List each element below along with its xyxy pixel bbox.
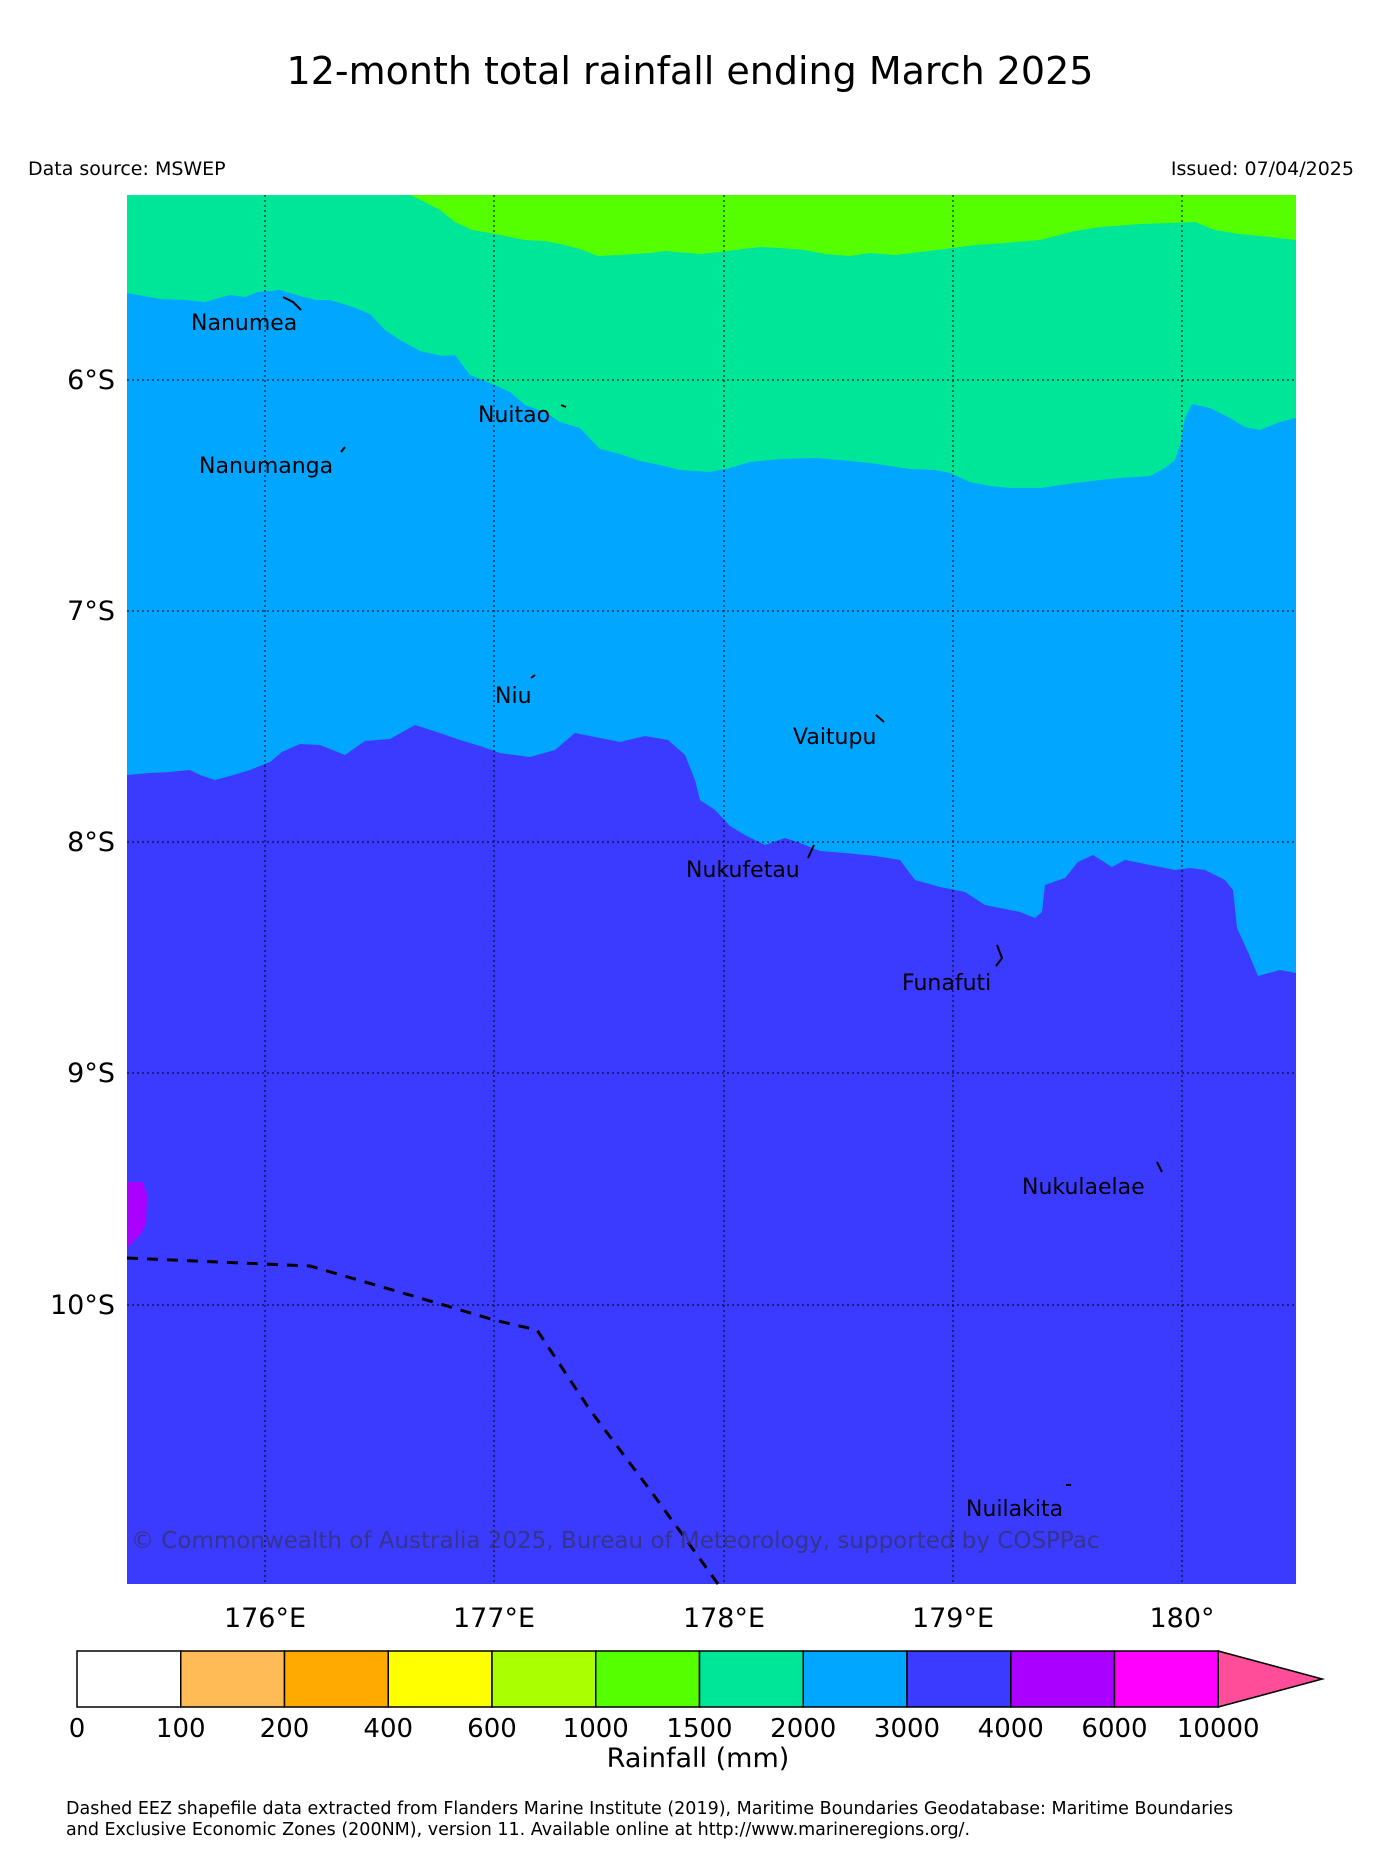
rainfall-zone-1000-1500 xyxy=(410,195,1296,256)
rainfall-zone-1500-2000 xyxy=(127,195,1296,488)
colorbar-segment-8 xyxy=(906,1650,1012,1708)
colorbar-tick-0: 0 xyxy=(69,1714,86,1744)
nukufetau-island-shape xyxy=(807,844,815,859)
lat-label-8s: 8°S xyxy=(67,827,115,858)
lat-label-7s: 7°S xyxy=(67,596,115,627)
footer-line-1: Dashed EEZ shapefile data extracted from… xyxy=(66,1799,1234,1819)
island-label-nuitao: Nuitao xyxy=(478,403,550,428)
lon-label-177e: 177°E xyxy=(453,1603,535,1634)
footer-line-2: and Exclusive Economic Zones (200NM), ve… xyxy=(66,1820,971,1840)
lon-label-180: 180° xyxy=(1149,1603,1214,1634)
nanumanga-island-shape xyxy=(340,446,346,453)
nuitao-island-shape xyxy=(560,404,567,408)
colorbar-tick-2: 200 xyxy=(260,1714,310,1744)
island-label-nanumanga: Nanumanga xyxy=(199,454,333,479)
colorbar-extend-arrow xyxy=(1217,1650,1326,1708)
island-outlines xyxy=(282,296,1163,1486)
colorbar-tick-1: 100 xyxy=(156,1714,206,1744)
island-label-nukufetau: Nukufetau xyxy=(686,858,800,883)
colorbar-segment-3 xyxy=(387,1650,493,1708)
island-label-niu: Niu xyxy=(495,684,532,709)
copyright-notice: © Commonwealth of Australia 2025, Bureau… xyxy=(131,1528,1100,1554)
colorbar-segment-6 xyxy=(698,1650,804,1708)
colorbar-tick-9: 4000 xyxy=(978,1714,1044,1744)
niu-island-shape xyxy=(530,674,536,679)
funafuti-island-shape xyxy=(995,944,1004,967)
data-source-label: Data source: MSWEP xyxy=(28,158,226,180)
colorbar-segment-4 xyxy=(491,1650,597,1708)
rainfall-map-area xyxy=(127,195,1296,1584)
lon-label-178e: 178°E xyxy=(683,1603,765,1634)
lat-label-6s: 6°S xyxy=(67,365,115,396)
rainfall-zone-4000-6000 xyxy=(127,1182,147,1248)
colorbar-segment-9 xyxy=(1010,1650,1116,1708)
page-title: 12-month total rainfall ending March 202… xyxy=(286,49,1094,93)
nukulaelae-island-shape xyxy=(1156,1161,1163,1173)
colorbar-tick-7: 2000 xyxy=(770,1714,836,1744)
island-label-nuilakita: Nuilakita xyxy=(966,1497,1063,1522)
colorbar-segment-0 xyxy=(76,1650,182,1708)
colorbar-tick-4: 600 xyxy=(467,1714,517,1744)
lon-label-179e: 179°E xyxy=(912,1603,994,1634)
vaitupu-island-shape xyxy=(875,714,885,723)
colorbar-tick-3: 400 xyxy=(363,1714,413,1744)
island-label-nukulaelae: Nukulaelae xyxy=(1022,1175,1145,1200)
issued-date-label: Issued: 07/04/2025 xyxy=(1170,158,1354,180)
colorbar-tick-8: 3000 xyxy=(874,1714,940,1744)
colorbar-tick-10: 6000 xyxy=(1081,1714,1147,1744)
island-label-vaitupu: Vaitupu xyxy=(793,725,876,750)
colorbar-tick-6: 1500 xyxy=(666,1714,732,1744)
colorbar-label: Rainfall (mm) xyxy=(607,1743,790,1774)
colorbar-tick-11: 10000 xyxy=(1177,1714,1260,1744)
colorbar-segment-2 xyxy=(283,1650,389,1708)
colorbar-tick-5: 1000 xyxy=(563,1714,629,1744)
eez-boundary-line xyxy=(126,1256,720,1585)
colorbar-segment-7 xyxy=(802,1650,908,1708)
lat-label-10s: 10°S xyxy=(50,1290,115,1321)
island-label-nanumea: Nanumea xyxy=(191,311,297,336)
map-gridlines xyxy=(127,195,1296,1584)
lon-label-176e: 176°E xyxy=(224,1603,306,1634)
footer-attribution: Dashed EEZ shapefile data extracted from… xyxy=(66,1799,1366,1841)
lat-label-9s: 9°S xyxy=(67,1058,115,1089)
nanumea-island-shape xyxy=(282,296,302,311)
island-label-funafuti: Funafuti xyxy=(902,971,991,996)
colorbar-tick-labels: 0 100 200 400 600 1000 1500 2000 3000 4000 6000 100… xyxy=(69,1714,1260,1744)
rainfall-colorbar xyxy=(76,1650,1326,1708)
colorbar-segment-1 xyxy=(180,1650,286,1708)
colorbar-segment-5 xyxy=(595,1650,701,1708)
colorbar-segment-10 xyxy=(1113,1650,1219,1708)
